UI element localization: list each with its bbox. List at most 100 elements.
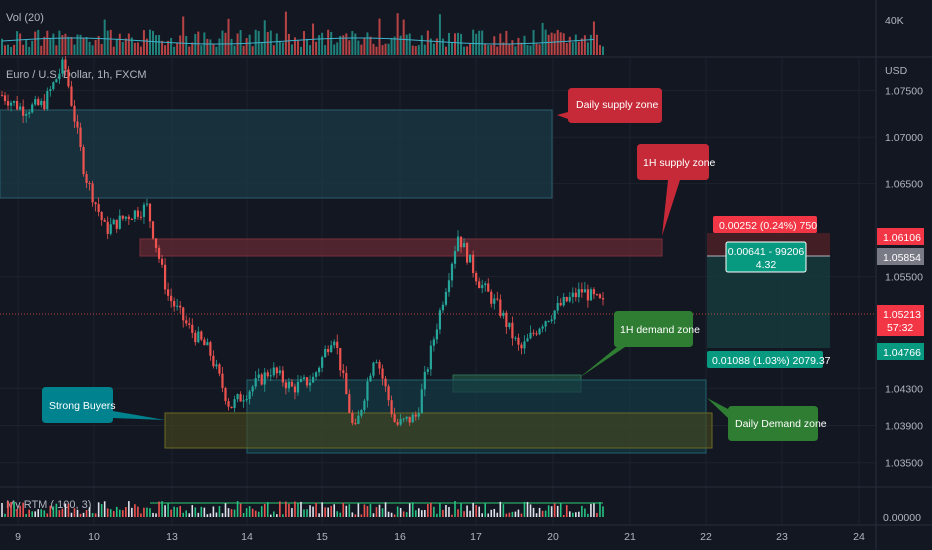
volume-bar xyxy=(318,35,321,55)
volume-bar xyxy=(167,40,170,55)
candle xyxy=(544,320,547,332)
callout-1h-supply[interactable]: 1H supply zone xyxy=(637,144,716,236)
candle xyxy=(55,78,58,83)
candle xyxy=(64,56,67,76)
candle xyxy=(173,297,176,312)
volume-bar xyxy=(562,33,565,55)
candle xyxy=(145,198,149,207)
position-stop-label[interactable]: 0.01088 (1.03%) 2079.37 xyxy=(707,351,831,368)
rtm-bar xyxy=(499,501,502,517)
rtm-bar xyxy=(505,513,508,517)
rtm-bar xyxy=(176,507,178,517)
candle xyxy=(94,201,97,212)
rtm-bar xyxy=(34,511,37,517)
volume-bar xyxy=(457,32,460,55)
position-target-label[interactable]: 0.00252 (0.24%) 750 xyxy=(713,216,817,233)
strong-buyers-zone[interactable] xyxy=(164,412,713,449)
volume-bar xyxy=(82,38,85,55)
rtm-bar xyxy=(427,503,429,517)
rtm-bar xyxy=(378,504,381,517)
volume-bar xyxy=(417,45,420,55)
rtm-bar xyxy=(457,509,459,517)
bar-countdown: 57:32 xyxy=(887,322,913,334)
rtm-bar xyxy=(266,502,269,517)
volume-bar xyxy=(275,33,278,55)
rtm-axis-label: 0.00000 xyxy=(883,512,921,524)
position-pnl-label[interactable]: 0.00641 - 99206 4.32 xyxy=(725,241,807,273)
price-tick-label: 1.03900 xyxy=(885,421,923,433)
rtm-bar xyxy=(282,514,284,517)
svg-text:0.00252 (0.24%) 750: 0.00252 (0.24%) 750 xyxy=(719,220,817,232)
volume-bar xyxy=(550,32,553,55)
rtm-bar xyxy=(596,512,598,517)
volume-bar xyxy=(393,36,396,55)
volume-bar xyxy=(523,35,526,55)
rtm-bar xyxy=(52,506,55,517)
candle xyxy=(366,377,369,408)
candle xyxy=(520,342,523,355)
volume-bar xyxy=(22,44,25,55)
candle xyxy=(245,394,248,403)
rtm-bar xyxy=(381,508,384,517)
symbol-title[interactable]: Euro / U.S. Dollar, 1h, FXCM xyxy=(6,69,147,81)
candle xyxy=(91,180,94,207)
rtm-pane-title[interactable]: My RTM ( 100, 3) xyxy=(6,499,91,511)
candle xyxy=(136,206,140,220)
candle xyxy=(324,345,327,358)
volume-bar xyxy=(242,45,245,55)
candle xyxy=(31,102,34,114)
candle xyxy=(456,230,460,252)
rtm-bar xyxy=(19,505,21,517)
volume-bar xyxy=(46,30,49,55)
volume-bar xyxy=(182,16,185,55)
rtm-bar xyxy=(170,509,172,517)
rtm-bar xyxy=(31,511,34,517)
daily-supply-zone[interactable] xyxy=(0,109,553,199)
candle xyxy=(314,371,318,381)
candle xyxy=(82,144,85,177)
candle xyxy=(478,277,481,289)
candle xyxy=(484,281,487,292)
candle xyxy=(369,373,372,382)
rtm-bar xyxy=(137,506,139,517)
candle xyxy=(308,375,312,392)
candle xyxy=(118,209,121,230)
svg-text:0.00641 - 99206: 0.00641 - 99206 xyxy=(728,246,805,258)
candle xyxy=(76,114,79,134)
rtm-bar xyxy=(405,512,408,517)
volume-bar xyxy=(251,46,254,55)
rtm-bar xyxy=(269,514,272,517)
rtm-bar xyxy=(61,508,64,517)
volume-pane-title[interactable]: Vol (20) xyxy=(6,12,44,24)
rtm-bar xyxy=(140,513,142,517)
candle xyxy=(97,197,100,217)
candle xyxy=(133,209,136,223)
candle xyxy=(34,95,37,107)
rtm-bar xyxy=(152,512,154,517)
rtm-bar xyxy=(112,511,115,517)
currency-label: USD xyxy=(885,65,908,77)
candle xyxy=(242,394,245,408)
candle xyxy=(227,398,230,411)
candle xyxy=(354,418,357,426)
volume-bar xyxy=(330,31,333,55)
h1-supply-zone[interactable] xyxy=(139,238,663,257)
callout-strong-buyers[interactable]: Strong Buyers xyxy=(42,387,165,423)
candle xyxy=(22,99,25,123)
volume-bar xyxy=(342,35,345,55)
callout-daily-supply[interactable]: Daily supply zone xyxy=(557,88,662,123)
rtm-bar xyxy=(417,508,420,517)
candle xyxy=(550,315,553,324)
candle xyxy=(459,236,463,253)
rtm-bar xyxy=(125,507,127,517)
callout-daily-demand[interactable]: Daily Demand zone xyxy=(707,398,827,441)
volume-bar xyxy=(230,38,233,55)
rtm-bar xyxy=(294,501,296,517)
volume-bar xyxy=(553,33,556,55)
callout-1h-demand[interactable]: 1H demand zone xyxy=(579,311,700,378)
rtm-bar xyxy=(424,509,426,517)
rtm-bar xyxy=(354,514,357,517)
rtm-bar xyxy=(164,505,166,517)
rtm-bar xyxy=(194,507,197,517)
volume-bar xyxy=(115,38,118,55)
